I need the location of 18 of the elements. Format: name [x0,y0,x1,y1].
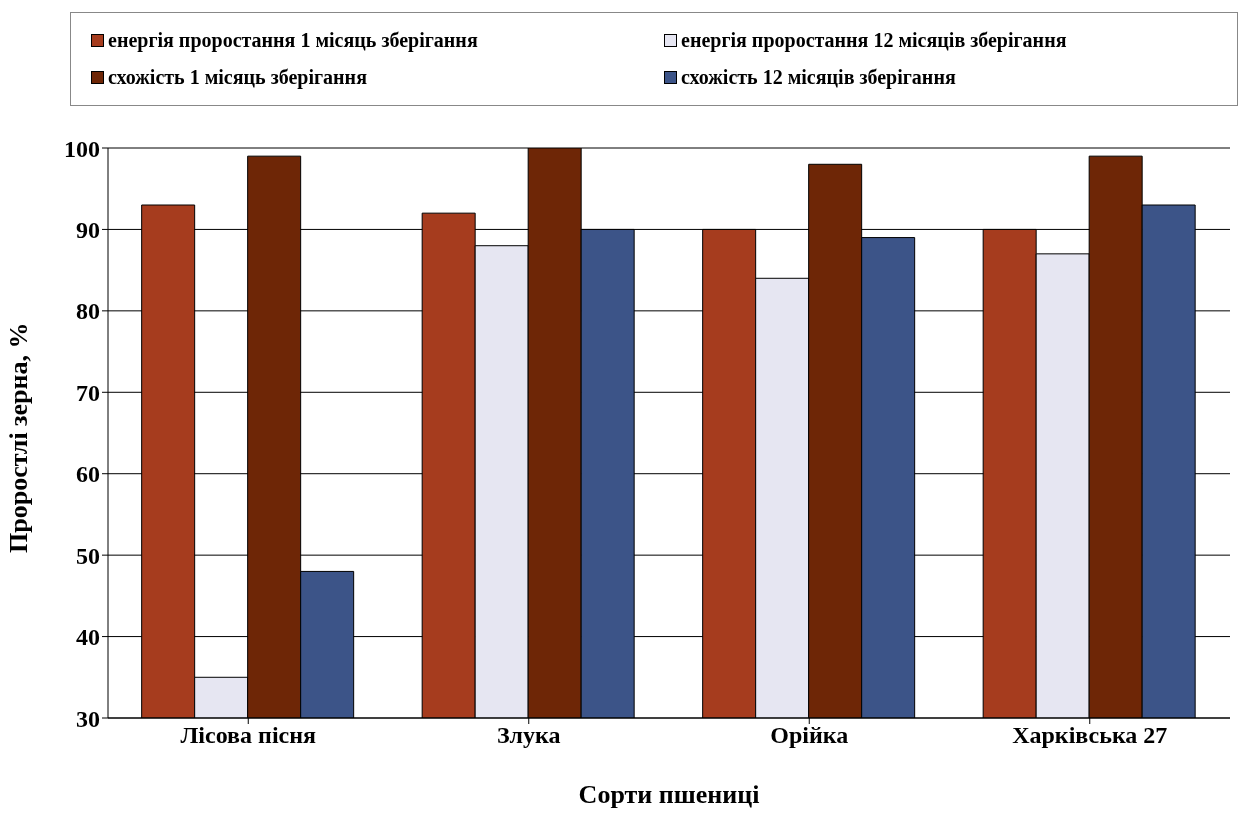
x-tick-label: Харківська 27 [1012,722,1168,749]
y-axis-title: Проростлі зерна, % [4,322,34,553]
y-tick-label: 90 [76,216,100,243]
legend-label: енергія проростання 1 місяць зберігання [108,29,478,52]
legend-label: енергія проростання 12 місяців зберігання [681,29,1067,52]
y-tick-label: 30 [76,705,100,732]
legend-label: схожість 12 місяців зберігання [681,66,956,89]
y-tick-label: 80 [76,298,100,325]
y-tick-label: 40 [76,624,100,651]
x-tick-label: Орійка [770,722,849,749]
y-tick-label: 100 [64,135,100,162]
y-tick-label: 50 [76,542,100,569]
y-tick-label: 70 [76,379,100,406]
legend-label: схожість 1 місяць зберігання [108,66,367,89]
x-axis-title: Сорти пшениці [578,780,760,809]
y-tick-label: 60 [76,461,100,488]
x-tick-label: Лісова пісня [180,722,317,749]
x-tick-label: Злука [497,722,561,749]
